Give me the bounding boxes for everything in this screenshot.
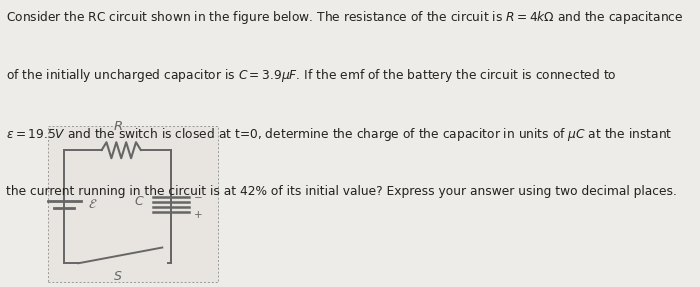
Text: $S$: $S$ xyxy=(113,270,122,284)
Text: the current running in the circuit is at 42% of its initial value? Express your : the current running in the circuit is at… xyxy=(6,185,676,197)
Polygon shape xyxy=(48,126,218,282)
Text: $-$: $-$ xyxy=(193,191,203,201)
Text: $\mathcal{E}$: $\mathcal{E}$ xyxy=(88,198,97,211)
Text: Consider the RC circuit shown in the figure below. The resistance of the circuit: Consider the RC circuit shown in the fig… xyxy=(6,9,683,26)
Text: $+$: $+$ xyxy=(193,209,202,220)
Text: $R$: $R$ xyxy=(113,120,123,133)
Text: of the initially uncharged capacitor is $C = 3.9\mu F$. If the emf of the batter: of the initially uncharged capacitor is … xyxy=(6,67,616,84)
Text: $\varepsilon = 19.5V$ and the switch is closed at t=0, determine the charge of t: $\varepsilon = 19.5V$ and the switch is … xyxy=(6,126,672,143)
Text: $C$: $C$ xyxy=(134,195,144,208)
